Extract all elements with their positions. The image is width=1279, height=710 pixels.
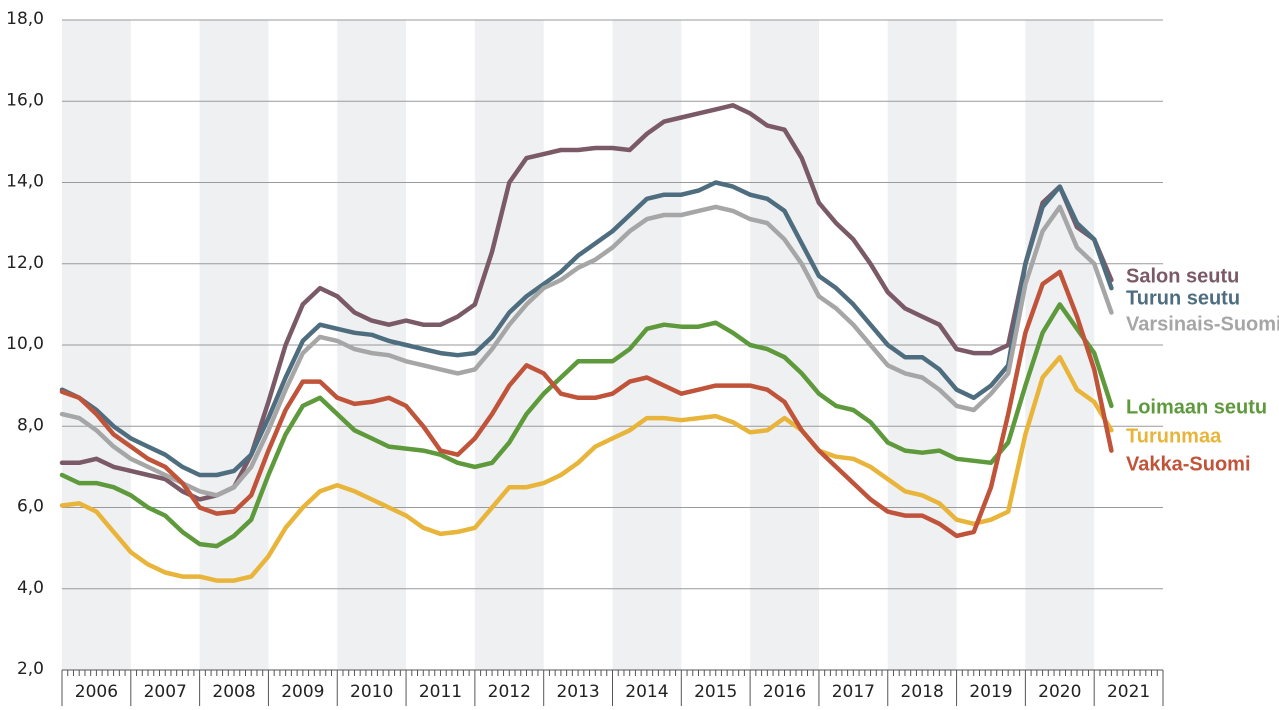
series-label: Turunmaa xyxy=(1126,425,1222,447)
series-label: Loimaan seutu xyxy=(1126,396,1267,418)
x-tick-label: 2008 xyxy=(212,682,255,702)
y-tick-label: 16,0 xyxy=(6,90,44,110)
y-tick-label: 12,0 xyxy=(6,253,44,273)
x-tick-label: 2019 xyxy=(969,682,1012,702)
y-tick-label: 8,0 xyxy=(17,415,44,435)
x-tick-label: 2020 xyxy=(1038,682,1081,702)
y-tick-label: 18,0 xyxy=(6,9,44,29)
x-tick-label: 2006 xyxy=(75,682,118,702)
series-line xyxy=(59,302,1114,549)
x-tick-label: 2007 xyxy=(144,682,187,702)
series-label: Salon seutu xyxy=(1126,265,1239,287)
y-tick-label: 10,0 xyxy=(6,334,44,354)
x-tick-label: 2015 xyxy=(694,682,737,702)
y-tick-label: 2,0 xyxy=(17,659,44,679)
x-tick-label: 2010 xyxy=(350,682,393,702)
x-tick-label: 2016 xyxy=(763,682,806,702)
x-tick-label: 2018 xyxy=(901,682,944,702)
series-line xyxy=(59,354,1114,583)
x-tick-label: 2014 xyxy=(625,682,668,702)
x-tick-label: 2011 xyxy=(419,682,462,702)
x-tick-label: 2012 xyxy=(488,682,531,702)
y-tick-label: 6,0 xyxy=(17,497,44,517)
y-tick-label: 4,0 xyxy=(17,578,44,598)
series-label: Turun seutu xyxy=(1126,287,1240,309)
series-line xyxy=(59,180,1114,478)
series-label: Vakka-Suomi xyxy=(1126,453,1251,475)
series-line xyxy=(59,269,1114,539)
x-tick-label: 2021 xyxy=(1107,682,1150,702)
x-tick-label: 2009 xyxy=(281,682,324,702)
x-tick-label: 2017 xyxy=(832,682,875,702)
x-tick-label: 2013 xyxy=(556,682,599,702)
series-line xyxy=(59,204,1114,498)
y-tick-label: 14,0 xyxy=(6,172,44,192)
series-label: Varsinais-Suomi xyxy=(1126,313,1279,335)
